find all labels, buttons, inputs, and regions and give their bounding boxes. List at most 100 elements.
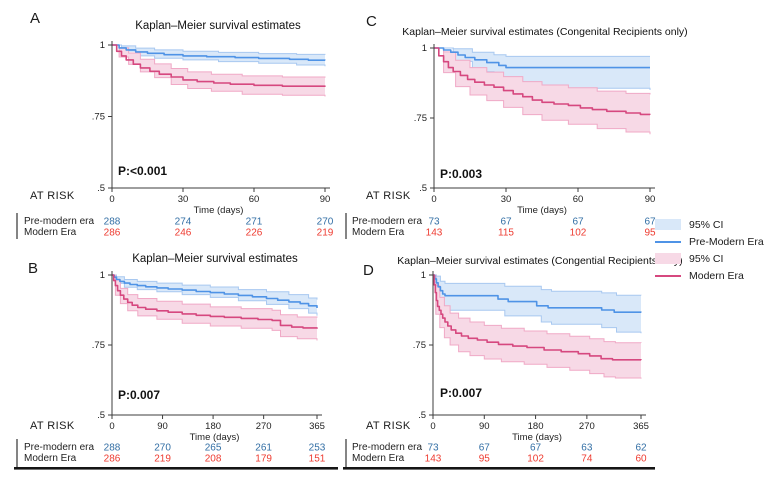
at-risk-count: 274 (175, 217, 192, 228)
legend-label: Modern Era (689, 269, 744, 282)
panel-letter-C: C (366, 13, 377, 30)
legend-item-ci-modern: 95% CI (655, 250, 764, 267)
x-tick-label: 180 (205, 421, 221, 432)
p-value-A: P:<0.001 (118, 164, 168, 178)
x-tick-label: 90 (157, 421, 168, 432)
panel-A: 1 .75 .5 0 30 60 90 Time (days) 288 274 271 270 286 2… (0, 0, 390, 239)
km-curve-modern (112, 44, 326, 87)
ci-upper-edge-pre_modern (112, 44, 326, 55)
ci-lower-edge-pre_modern (112, 274, 318, 316)
ci-band-pre_modern (112, 275, 317, 316)
x-tick-label: 0 (431, 194, 436, 205)
x-tick-label: 180 (528, 421, 544, 432)
panel-letter-D: D (363, 262, 374, 279)
at-risk-count: 67 (644, 217, 656, 228)
at-risk-row-label-modern: Modern Era (24, 453, 77, 464)
panel-title-D: Kaplan–Meier survival estimates (Congent… (397, 255, 683, 267)
x-axis-title: Time (days) (512, 432, 562, 443)
ci-upper-edge-modern (434, 47, 651, 95)
ci-lower-edge-modern (112, 274, 318, 341)
panel-title-A: Kaplan–Meier survival estimates (135, 20, 301, 32)
km-curve-modern (434, 47, 651, 116)
at-risk-count: 67 (530, 443, 542, 454)
at-risk-count: 73 (428, 217, 440, 228)
at-risk-count: 67 (572, 217, 584, 228)
at-risk-count: 208 (205, 454, 222, 465)
km-plot-A: 1 .75 .5 0 30 60 90 Time (days) 288 274 271 270 286 2… (16, 40, 334, 239)
y-tick-label: 1 (422, 43, 427, 54)
y-tick-label: .5 (419, 183, 427, 194)
ci-band-modern (112, 45, 325, 97)
at-risk-count: 271 (246, 217, 263, 228)
at-risk-table-border (343, 467, 655, 470)
at-risk-count: 143 (426, 228, 443, 239)
km-curve-pre_modern (434, 47, 650, 69)
x-tick-label: 0 (109, 194, 114, 205)
panel-title-B: Kaplan–Meier survival estimates (132, 253, 298, 265)
y-tick-label: 1 (100, 270, 105, 281)
at-risk-count: 179 (255, 454, 272, 465)
km-curve-modern (112, 274, 318, 329)
x-tick-label: 270 (579, 421, 595, 432)
at-risk-row-label-modern: Modern Era (352, 227, 405, 238)
ci-band-modern (112, 275, 317, 341)
km-curve-pre_modern (433, 274, 642, 313)
at-risk-row-label-premodern: Pre-modern era (352, 442, 423, 453)
at-risk-count: 143 (425, 454, 442, 465)
at-risk-count: 261 (255, 443, 272, 454)
at-risk-heading-B: AT RISK (30, 420, 75, 432)
y-tick-label: .75 (92, 112, 105, 123)
x-axis-title: Time (days) (194, 205, 244, 216)
panel-B: 1 .75 .5 0 90 180 270 365 Time (days) 288 270 265 26… (0, 239, 390, 478)
ci-pink-swatch-icon (655, 253, 681, 264)
ci-lower-edge-modern (434, 47, 651, 135)
x-tick-label: 60 (249, 194, 260, 205)
ci-band-modern (433, 275, 641, 379)
x-axis-title: Time (days) (517, 205, 567, 216)
km-plot-D: 1 .75 .5 0 90 180 270 365 Time (days) 73 67 67 63 62 1… (343, 270, 655, 470)
legend-item-modern: Modern Era (655, 267, 764, 284)
y-tick-label: .75 (413, 340, 426, 351)
ci-lower-edge-pre_modern (112, 44, 326, 67)
at-risk-count: 67 (500, 217, 512, 228)
at-risk-count: 270 (317, 217, 334, 228)
at-risk-count: 226 (246, 228, 263, 239)
legend-item-premodern: Pre-Modern Era (655, 233, 764, 250)
km-plot-C: 1 .75 .5 0 30 60 90 Time (days) 73 67 67 67 143 115 10… (345, 43, 656, 239)
at-risk-count: 253 (309, 443, 326, 454)
km-curve-pre_modern (112, 44, 326, 61)
at-risk-count: 73 (427, 443, 439, 454)
x-tick-label: 90 (645, 194, 656, 205)
x-tick-label: 30 (178, 194, 189, 205)
y-tick-label: 1 (100, 40, 105, 51)
x-tick-label: 270 (256, 421, 272, 432)
at-risk-count: 95 (644, 228, 656, 239)
km-plot-B: 1 .75 .5 0 90 180 270 365 Time (days) 288 270 265 26… (14, 270, 338, 470)
panel-C: 1 .75 .5 0 30 60 90 Time (days) 73 67 67 67 143 115 10… (340, 0, 780, 239)
x-tick-label: 60 (573, 194, 584, 205)
ci-upper-edge-modern (433, 274, 642, 344)
x-tick-label: 90 (320, 194, 331, 205)
at-risk-count: 74 (581, 454, 593, 465)
at-risk-count: 270 (154, 443, 171, 454)
km-curve-modern (433, 274, 642, 361)
panel-letter-B: B (28, 260, 39, 277)
at-risk-count: 115 (498, 228, 514, 239)
at-risk-heading-A: AT RISK (30, 190, 75, 202)
at-risk-count: 288 (104, 217, 121, 228)
at-risk-count: 286 (104, 228, 121, 239)
at-risk-count: 102 (527, 454, 544, 465)
at-risk-count: 265 (205, 443, 222, 454)
km-curve-pre_modern (112, 274, 318, 308)
at-risk-count: 219 (317, 228, 334, 239)
legend-label: 95% CI (689, 252, 724, 265)
legend: 95% CI Pre-Modern Era 95% CI Modern Era (655, 216, 764, 284)
y-tick-label: .75 (92, 340, 105, 351)
p-value-D: P:0.007 (440, 386, 483, 400)
y-tick-label: 1 (421, 270, 426, 281)
x-tick-label: 0 (430, 421, 435, 432)
ci-upper-edge-pre_modern (112, 274, 318, 300)
at-risk-count: 60 (635, 454, 647, 465)
at-risk-row-label-premodern: Pre-modern era (24, 442, 95, 453)
